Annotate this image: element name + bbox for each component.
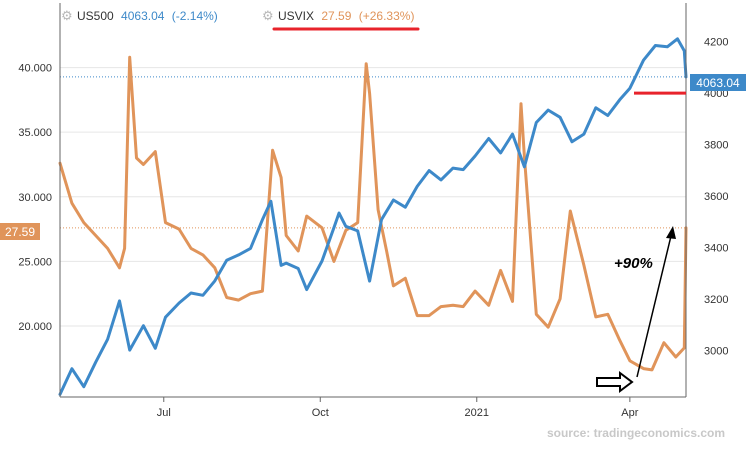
last-value-tag-usvix-text: 27.59 xyxy=(5,225,35,239)
left-axis-ticks: 20.000 25.000 30.000 35.000 40.000 xyxy=(18,63,52,333)
right-axis-tick-label: 4000 xyxy=(704,88,728,100)
right-axis-tick-label: 3600 xyxy=(704,191,728,203)
right-axis-tick-label: 4200 xyxy=(704,37,728,49)
increase-arrow-line xyxy=(636,235,672,378)
legend-usvix[interactable]: ⚙ USVIX 27.59 (+26.33%) xyxy=(262,8,414,23)
series-line xyxy=(58,55,688,372)
right-axis-ticks: 3000 3200 3400 3600 3800 4000 4200 xyxy=(704,37,728,358)
series-lines xyxy=(58,37,688,396)
hollow-arrow-icon xyxy=(596,371,634,393)
left-axis-tick-label: 30.000 xyxy=(18,192,52,204)
last-value-tag-us500: 4063.04 xyxy=(690,74,746,91)
legend-us500-value: 4063.04 xyxy=(121,9,165,23)
legend-usvix-value: 27.59 xyxy=(321,9,351,23)
series-line xyxy=(58,37,688,396)
increase-annotation: +90% xyxy=(614,255,653,272)
legend-usvix-symbol: USVIX xyxy=(278,9,314,23)
right-axis-tick-label: 3000 xyxy=(704,346,728,358)
svg-text:USVIX 27.59 (+26.3: USVIX 27.59 (+26.33%) xyxy=(278,9,414,23)
right-axis-tick-label: 3200 xyxy=(704,294,728,306)
x-axis-tick-label: Apr xyxy=(621,407,638,419)
right-axis-tick-label: 3800 xyxy=(704,140,728,152)
legend-us500-change: (-2.14%) xyxy=(172,9,218,23)
last-value-reference-lines xyxy=(60,76,686,229)
source-credit: source: tradingeconomics.com xyxy=(547,426,725,440)
x-axis-tick-label: Jul xyxy=(157,407,171,419)
left-axis-tick-label: 40.000 xyxy=(18,63,52,75)
grid-lines xyxy=(60,67,686,327)
right-axis-tick-label: 3400 xyxy=(704,243,728,255)
left-axis-tick-label: 25.000 xyxy=(18,256,52,268)
x-axis-tick-label: Oct xyxy=(312,407,329,419)
last-value-tag-us500-text: 4063.04 xyxy=(696,76,740,90)
legend-usvix-change: (+26.33%) xyxy=(359,9,415,23)
x-axis-tick-label: 2021 xyxy=(465,407,489,419)
x-axis-ticks: Jul Oct 2021 Apr xyxy=(157,397,639,419)
legend-us500-symbol: US500 xyxy=(77,9,114,23)
increase-arrow-head xyxy=(666,226,676,239)
svg-text:US500 4063.04 (-2.: US500 4063.04 (-2.14%) xyxy=(77,9,218,23)
gear-icon[interactable]: ⚙ xyxy=(262,8,274,23)
left-axis-tick-label: 35.000 xyxy=(18,127,52,139)
gear-icon[interactable]: ⚙ xyxy=(61,8,73,23)
legend-us500[interactable]: ⚙ US500 4063.04 (-2.14%) xyxy=(61,8,218,23)
left-axis-tick-label: 20.000 xyxy=(18,321,52,333)
last-value-tag-usvix: 27.59 xyxy=(0,223,40,240)
